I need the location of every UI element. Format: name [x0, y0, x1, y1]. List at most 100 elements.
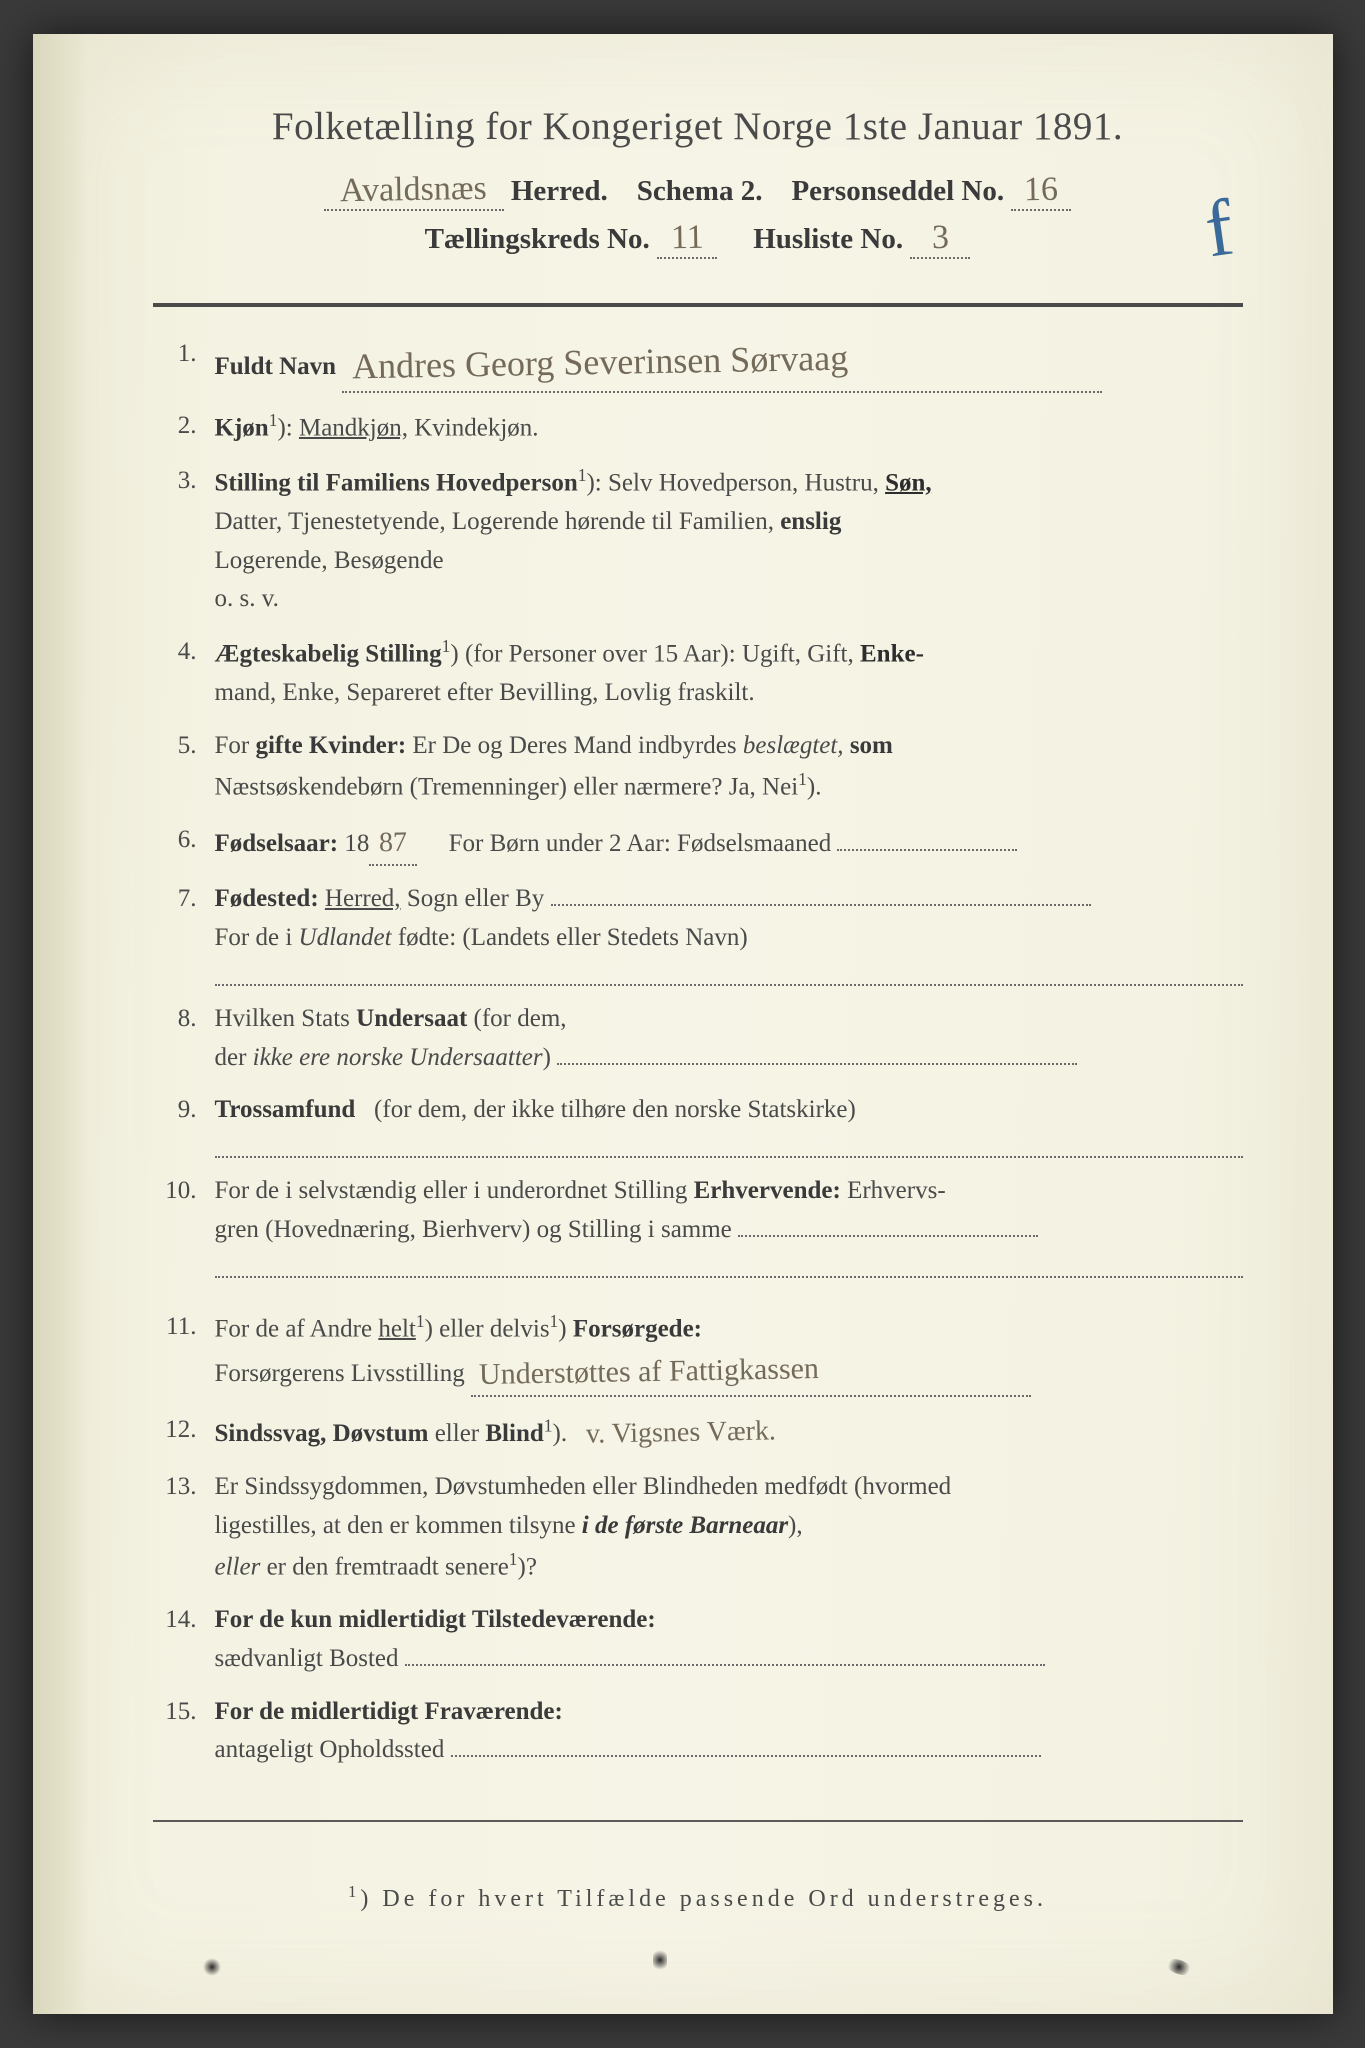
q8-line2c: )	[543, 1044, 551, 1071]
q2-num: 2.	[153, 407, 215, 448]
q4-line2: mand, Enke, Separeret efter Bevilling, L…	[215, 679, 755, 706]
q8-line1: Hvilken Stats	[215, 1005, 350, 1032]
footnote-text: ) De for hvert Tilfælde passende Ord und…	[360, 1886, 1047, 1912]
q8-line2b: ikke ere norske Undersaatter	[253, 1044, 543, 1071]
q14-line1: For de kun midlertidigt Tilstedeværende:	[215, 1606, 656, 1633]
rule-top	[153, 303, 1243, 307]
q11-sup2: 1	[550, 1311, 559, 1331]
census-page: Folketælling for Kongeriget Norge 1ste J…	[33, 34, 1333, 2014]
q12: 12. Sindssvag, Døvstum eller Blind1). v.…	[153, 1411, 1243, 1454]
q12-sup: 1	[544, 1416, 553, 1436]
schema-label: Schema 2.	[637, 175, 763, 207]
q11-mid: ) eller delvis	[425, 1315, 550, 1342]
q3-sup: 1	[578, 465, 587, 485]
smudge-icon	[203, 1958, 221, 1976]
q3-label: Stilling til Familiens Hovedperson	[215, 469, 578, 496]
q3: 3. Stilling til Familiens Hovedperson1):…	[153, 462, 1243, 619]
herred-field: Avaldsnæs	[324, 171, 504, 211]
q14-dline	[405, 1664, 1045, 1666]
personseddel-no-field: 16	[1011, 171, 1071, 211]
q10-body: For de i selvstændig eller i underordnet…	[215, 1172, 1243, 1278]
kreds-no: 11	[670, 219, 703, 258]
q4-label: Ægteskabelig Stilling	[215, 641, 442, 668]
q8-under: Undersaat	[356, 1005, 467, 1032]
q2-opt1: Mandkjøn,	[299, 414, 408, 441]
q1-num: 1.	[153, 335, 215, 393]
q11-line1a: For de af Andre	[215, 1315, 373, 1342]
subhead-row-2: Tællingskreds No. 11 Husliste No. 3	[153, 219, 1243, 259]
q3-num: 3.	[153, 462, 215, 619]
q13: 13. Er Sindssygdommen, Døvstumheden elle…	[153, 1468, 1243, 1587]
q10-line1b: Erhvervs-	[847, 1177, 946, 1204]
q13-line2b: i de første Barneaar	[582, 1512, 788, 1539]
q12-num: 12.	[153, 1411, 215, 1454]
q1-value: Andres Georg Severinsen Sørvaag	[352, 331, 849, 395]
q5-rest1: Er De og Deres Mand indbyrdes	[412, 732, 736, 759]
q3-enslig: enslig	[780, 508, 841, 535]
q5-body: For gifte Kvinder: Er De og Deres Mand i…	[215, 727, 1243, 807]
herred-label: Herred.	[511, 175, 608, 207]
q1-field: Andres Georg Severinsen Sørvaag	[342, 335, 1102, 393]
q4-enke: Enke-	[860, 641, 924, 668]
q3-body: Stilling til Familiens Hovedperson1): Se…	[215, 462, 1243, 619]
q12-blind: Blind	[485, 1420, 543, 1447]
personseddel-no: 16	[1024, 171, 1059, 210]
q7-udl: Udlandet	[299, 924, 392, 951]
q9-dline	[215, 1136, 1243, 1158]
q7-label: Fødested:	[215, 885, 319, 912]
personseddel-label: Personseddel No.	[791, 175, 1004, 207]
q13-sup: 1	[509, 1549, 518, 1569]
q13-line3b: er den fremtraadt senere	[267, 1553, 509, 1580]
q9-label: Trossamfund	[215, 1096, 356, 1123]
q13-line3a: eller	[215, 1553, 261, 1580]
q5-som: som	[850, 732, 893, 759]
q9-num: 9.	[153, 1091, 215, 1158]
q11-fors: Forsørgede:	[573, 1315, 702, 1342]
q4-paren: ) (for Personer over 15 Aar): Ugift, Gif…	[450, 641, 853, 668]
q11-end: )	[558, 1315, 566, 1342]
q13-body: Er Sindssygdommen, Døvstumheden eller Bl…	[215, 1468, 1243, 1587]
q15-num: 15.	[153, 1693, 215, 1771]
kreds-label: Tællingskreds No.	[425, 223, 650, 255]
q4: 4. Ægteskabelig Stilling1) (for Personer…	[153, 633, 1243, 713]
smudge-icon	[653, 1948, 667, 1972]
q11: 11. For de af Andre helt1) eller delvis1…	[153, 1308, 1243, 1398]
q5-line2: Næstsøskendebørn (Tremenninger) eller næ…	[215, 773, 799, 800]
q10: 10. For de i selvstændig eller i underor…	[153, 1172, 1243, 1278]
q6-label: Fødselsaar:	[215, 830, 339, 857]
q9-rest: (for dem, der ikke tilhøre den norske St…	[374, 1096, 856, 1123]
q10-num: 10.	[153, 1172, 215, 1278]
q11-hw: Understøttes af Fattigkassen	[479, 1346, 820, 1398]
footnote: 1) De for hvert Tilfælde passende Ord un…	[153, 1882, 1243, 1913]
q2-body: Kjøn1): Mandkjøn, Kvindekjøn.	[215, 407, 1243, 448]
q4-num: 4.	[153, 633, 215, 713]
q3-son: Søn,	[885, 469, 932, 496]
q14: 14. For de kun midlertidigt Tilstedevære…	[153, 1601, 1243, 1679]
q7-line2: For de i	[215, 924, 293, 951]
q7-body: Fødested: Herred, Sogn eller By For de i…	[215, 880, 1243, 986]
q6-year: 87	[379, 821, 408, 865]
q5-besl: beslægtet,	[743, 732, 844, 759]
q7-line2b: fødte: (Landets eller Stedets Navn)	[398, 924, 748, 951]
q7-herred: Herred,	[325, 885, 401, 912]
q10-dline1	[738, 1235, 1038, 1237]
q12-label: Sindssvag, Døvstum	[215, 1420, 429, 1447]
footnote-sup: 1	[348, 1882, 360, 1901]
subhead-row-1: Avaldsnæs Herred. Schema 2. Personseddel…	[153, 171, 1243, 211]
q6-num: 6.	[153, 821, 215, 866]
q5-sup: 1	[798, 769, 807, 789]
q2-opt2: Kvindekjøn.	[414, 414, 538, 441]
q3-line2a: Datter, Tjenestetyende, Logerende hørend…	[215, 508, 774, 535]
q11-line2: Forsørgerens Livsstilling	[215, 1360, 465, 1387]
q13-num: 13.	[153, 1468, 215, 1587]
q6-rest: For Børn under 2 Aar: Fødselsmaaned	[449, 830, 832, 857]
q8-body: Hvilken Stats Undersaat (for dem, der ik…	[215, 1000, 1243, 1078]
q10-line1a: For de i selvstændig eller i underordnet…	[215, 1177, 688, 1204]
q6-year-field: 87	[369, 821, 417, 866]
q13-line2a: ligestilles, at den er kommen tilsyne	[215, 1512, 576, 1539]
q7-num: 7.	[153, 880, 215, 986]
q6-month-line	[837, 849, 1017, 851]
q15-line1: For de midlertidigt Fraværende:	[215, 1698, 563, 1725]
smudge-icon	[1163, 1956, 1194, 1979]
q15-dline	[451, 1755, 1041, 1757]
